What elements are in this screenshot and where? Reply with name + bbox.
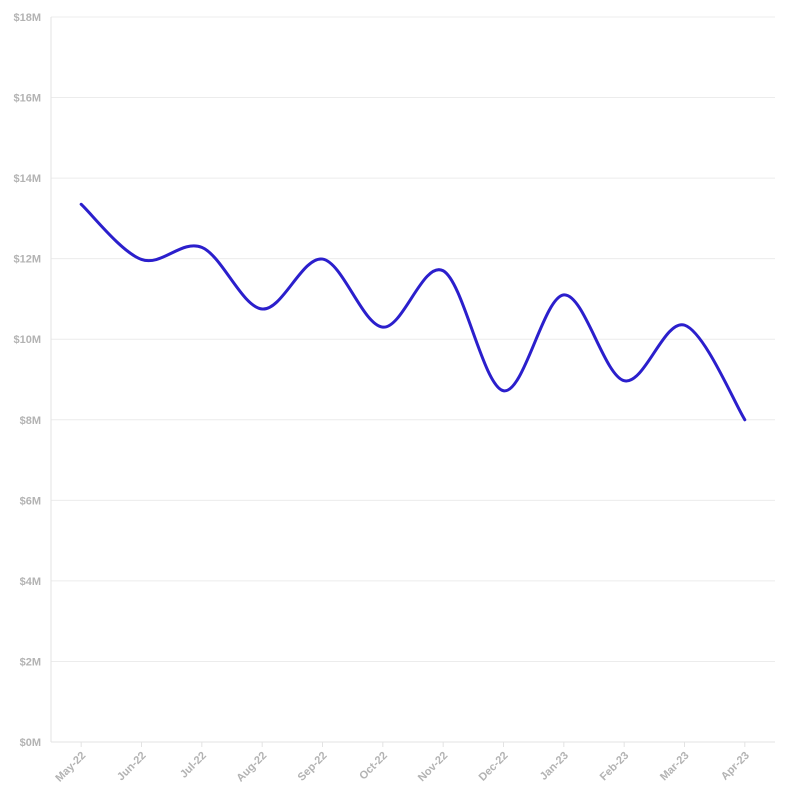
data-point [621, 378, 627, 384]
y-tick-label: $10M [13, 334, 41, 346]
x-tick-label: Dec-22 [477, 750, 511, 784]
data-point [320, 256, 326, 262]
y-axis-tick-labels: $0M $2M $4M $6M $8M $10M $12M $14M $16M $18M [13, 12, 41, 749]
data-point [199, 244, 205, 250]
series-line [79, 202, 747, 422]
x-tick-label: Nov-22 [416, 750, 450, 784]
y-tick-label: $14M [13, 173, 41, 185]
y-tick-label: $6M [20, 495, 41, 507]
data-point [380, 324, 386, 330]
x-tick-label: Sep-22 [296, 750, 330, 784]
data-point [561, 292, 567, 298]
x-tick-label: Oct-22 [357, 750, 390, 783]
x-tick-label: Jun-22 [115, 750, 149, 784]
x-tick-label: Jan-23 [538, 750, 571, 783]
x-tick-label: Mar-23 [658, 750, 692, 784]
data-point [78, 201, 84, 207]
y-tick-label: $4M [20, 576, 41, 588]
x-tick-label: Feb-23 [598, 750, 632, 784]
series-layer [78, 201, 748, 423]
x-tick-label: Apr-23 [719, 750, 752, 783]
data-point [682, 322, 688, 328]
y-tick-label: $12M [13, 254, 41, 266]
axis-layer [50, 17, 775, 747]
y-tick-label: $18M [13, 12, 41, 24]
x-axis-tick-labels: May-22 Jun-22 Jul-22 Aug-22 Sep-22 Oct-22 Nov-… [53, 750, 752, 785]
y-tick-label: $16M [13, 93, 41, 105]
data-point [139, 256, 145, 262]
x-tick-label: Jul-22 [178, 750, 209, 781]
data-point [501, 388, 507, 394]
data-point [742, 417, 748, 423]
data-point [440, 268, 446, 274]
y-tick-label: $0M [20, 737, 41, 749]
x-tick-label: May-22 [53, 750, 88, 785]
y-tick-label: $2M [20, 656, 41, 668]
data-point [259, 306, 265, 312]
x-tick-label: Aug-22 [234, 750, 269, 785]
y-tick-label: $8M [20, 415, 41, 427]
grid-layer [51, 16, 775, 662]
